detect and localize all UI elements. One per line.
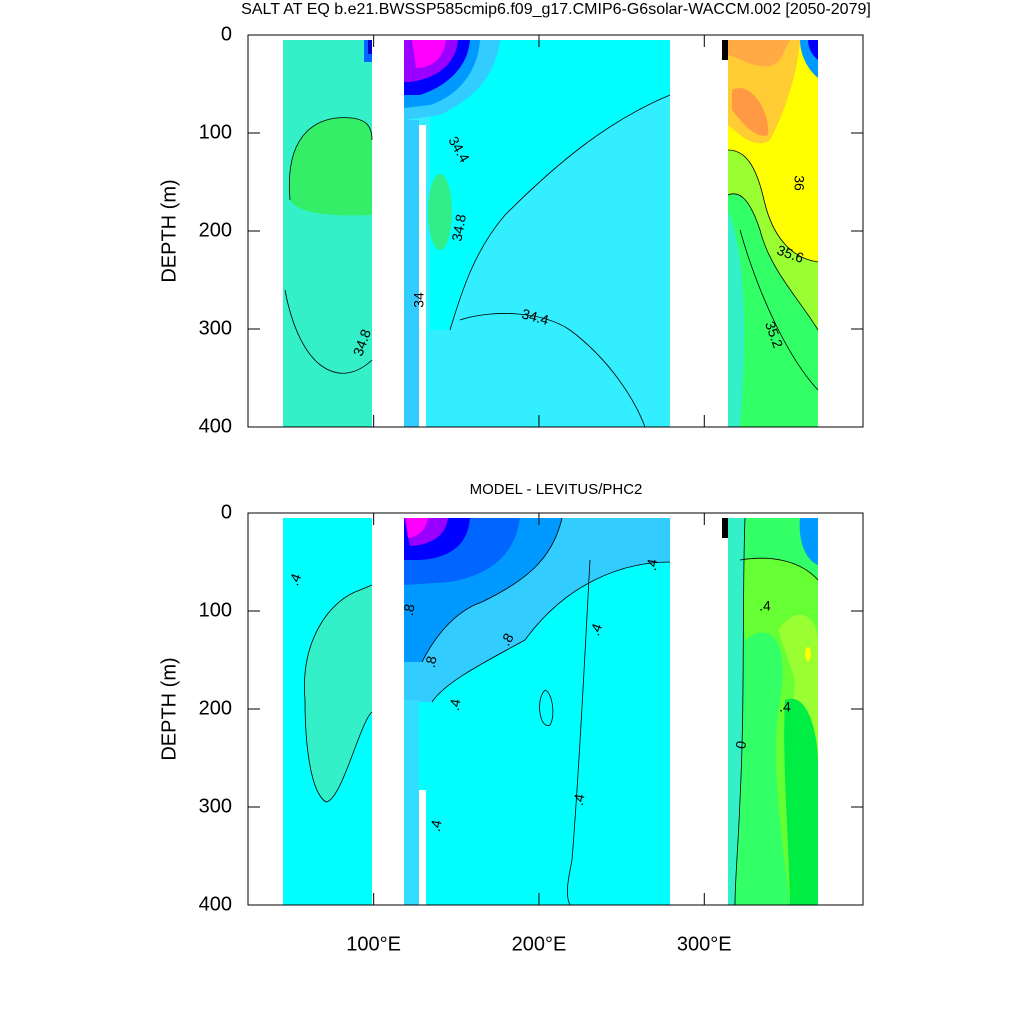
contour-field — [283, 40, 819, 427]
contour-label: .4 — [427, 818, 445, 832]
contour-label: .4 — [779, 699, 791, 715]
chart-title: MODEL - LEVITUS/PHC2 — [470, 481, 643, 498]
y-tick-label: 400 — [199, 415, 232, 437]
y-tick-label: 300 — [199, 317, 232, 339]
contour-label: 34.4 — [520, 305, 551, 328]
contour-label: .4 — [285, 571, 304, 588]
contour-label: .8 — [400, 602, 418, 616]
x-tick-label: 300°E — [677, 933, 732, 955]
contour-label: 34.8 — [448, 213, 469, 243]
y-axis-label: DEPTH (m) — [158, 657, 180, 760]
contour-label: .4 — [643, 557, 661, 571]
y-axis-label: DEPTH (m) — [158, 179, 180, 282]
chart-title: SALT AT EQ b.e21.BWSSP585cmip6.f09_g17.C… — [241, 1, 871, 18]
y-tick-label: 200 — [199, 219, 232, 241]
contour-label: 36 — [791, 175, 807, 191]
contour-label: .4 — [759, 598, 771, 614]
y-tick-label: 100 — [199, 599, 232, 621]
y-tick-label: 0 — [221, 501, 232, 523]
y-tick-label: 300 — [199, 795, 232, 817]
contour-label: .4 — [446, 697, 464, 711]
y-tick-label: 100 — [199, 121, 232, 143]
contour-label: 34 — [411, 292, 427, 308]
contour-field — [283, 517, 819, 905]
x-tick-label: 100°E — [346, 933, 401, 955]
contour-label: .4 — [570, 792, 588, 806]
contour-label: .8 — [422, 654, 440, 668]
contour-label: .4 — [586, 621, 605, 638]
x-tick-label: 200°E — [512, 933, 567, 955]
y-tick-label: 0 — [221, 23, 232, 45]
contour-label: 0 — [732, 739, 749, 750]
y-tick-label: 400 — [199, 893, 232, 915]
y-tick-label: 200 — [199, 697, 232, 719]
